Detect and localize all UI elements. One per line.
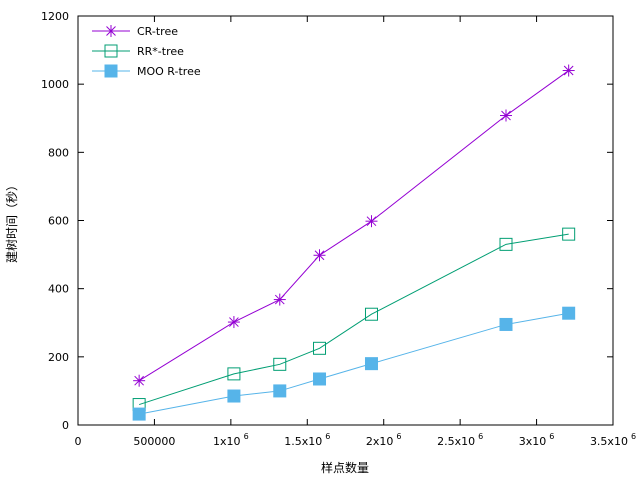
y-tick-label: 400 <box>48 283 69 296</box>
legend-label: CR-tree <box>137 25 178 38</box>
data-point <box>365 215 378 228</box>
x-axis-title: 样点数量 <box>321 460 369 475</box>
x-tick-label-exponent: 6 <box>244 432 249 441</box>
data-point <box>562 227 576 241</box>
y-tick-label: 600 <box>48 215 69 228</box>
data-point <box>273 293 286 306</box>
x-tick-label-exponent: 6 <box>325 432 330 441</box>
y-axis-title: 建树时间（秒） <box>4 179 19 263</box>
series-layer <box>132 64 576 421</box>
x-tick-label-exponent: 6 <box>478 432 483 441</box>
legend-label: MOO R-tree <box>137 65 201 78</box>
x-tick-label: 1x10 6 <box>213 432 249 448</box>
x-tick-label: 2x10 6 <box>366 432 402 448</box>
x-tick-label: 500000 <box>133 435 175 448</box>
x-tick-label-base: 3.5x10 <box>590 435 628 448</box>
data-point <box>227 367 241 381</box>
x-tick-label-base: 1x10 <box>213 435 241 448</box>
data-point <box>273 357 287 371</box>
legend-label: RR*-tree <box>137 45 184 58</box>
y-tick-label: 0 <box>62 419 69 432</box>
data-point <box>364 357 378 371</box>
data-point <box>132 407 146 421</box>
data-point <box>499 317 513 331</box>
x-tick-label-base: 500000 <box>133 435 175 448</box>
series-moo-r-tree <box>132 306 576 421</box>
data-point <box>562 64 575 77</box>
data-point <box>273 384 287 398</box>
x-tick-label: 0 <box>75 435 82 448</box>
data-point <box>364 307 378 321</box>
x-tick-label-exponent: 6 <box>631 432 636 441</box>
legend-item: CR-tree <box>92 25 178 38</box>
x-tick-label-base: 0 <box>75 435 82 448</box>
data-point <box>313 249 326 262</box>
data-point <box>133 374 146 387</box>
data-point <box>313 372 327 386</box>
x-tick-label-exponent: 6 <box>396 432 401 441</box>
data-point <box>499 237 513 251</box>
data-point <box>500 109 512 122</box>
x-tick-label-base: 1.5x10 <box>284 435 322 448</box>
x-tick-label: 2.5x10 6 <box>437 432 483 448</box>
data-point <box>227 389 241 403</box>
series-line <box>138 233 569 406</box>
x-tick-label-base: 2x10 <box>366 435 394 448</box>
y-tick-label: 1000 <box>41 78 69 91</box>
data-point <box>313 341 327 355</box>
y-tick-label: 1200 <box>41 10 69 23</box>
data-point <box>227 316 240 329</box>
legend: CR-tree RR*-tree MOO R-tree <box>92 25 201 78</box>
x-tick-label-exponent: 6 <box>549 432 554 441</box>
legend-marker <box>104 64 118 78</box>
x-tick-label: 1.5x10 6 <box>284 432 330 448</box>
legend-marker <box>104 44 118 58</box>
y-tick-label: 200 <box>48 351 69 364</box>
x-tick-label-base: 3x10 <box>519 435 547 448</box>
legend-item: MOO R-tree <box>92 64 201 78</box>
legend-marker <box>105 25 117 37</box>
x-tick-label: 3x10 6 <box>519 432 555 448</box>
data-point <box>562 306 576 320</box>
legend-item: RR*-tree <box>92 44 184 58</box>
x-tick-label-base: 2.5x10 <box>437 435 475 448</box>
series-cr-tree <box>133 64 575 387</box>
series-rr-tree <box>132 227 576 412</box>
y-tick-label: 800 <box>48 146 69 159</box>
x-tick-label: 3.5x10 6 <box>590 432 636 448</box>
